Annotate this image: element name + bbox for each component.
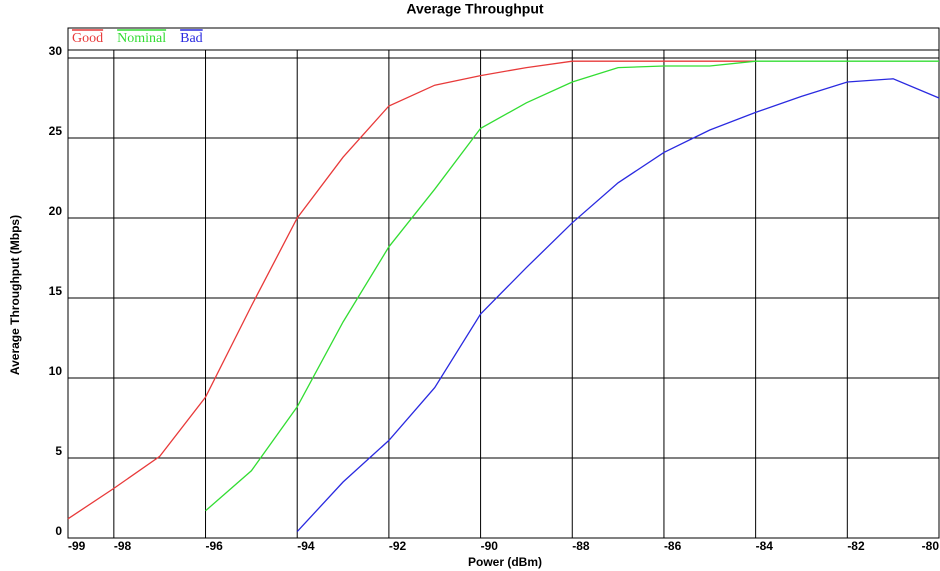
x-axis-label: Power (dBm)	[468, 555, 542, 569]
x-tick-label: -90	[481, 539, 499, 553]
y-tick-label: 0	[55, 524, 62, 538]
x-tick-label: -92	[389, 539, 407, 553]
plot-frame	[67, 49, 940, 539]
y-tick-label: 20	[49, 204, 63, 218]
x-tick-label: -99	[68, 539, 86, 553]
y-tick-label: 15	[49, 284, 63, 298]
x-tick-label: -94	[297, 539, 315, 553]
chart-title: Average Throughput	[406, 1, 543, 17]
legend-label: Nominal	[117, 31, 166, 46]
y-tick-label: 25	[49, 124, 63, 138]
y-tick-label: 30	[49, 44, 63, 58]
x-tick-label: -80	[922, 539, 940, 553]
y-tick-label: 5	[55, 444, 62, 458]
x-tick-label: -96	[206, 539, 224, 553]
x-tick-label: -98	[114, 539, 132, 553]
y-axis-label: Average Throughput (Mbps)	[8, 215, 22, 375]
x-tick-label: -86	[664, 539, 682, 553]
y-tick-label: 10	[49, 364, 63, 378]
legend-label: Bad	[180, 31, 203, 46]
series-line	[67, 60, 756, 520]
x-tick-label: -82	[847, 539, 865, 553]
x-tick-label: -84	[756, 539, 774, 553]
series-line	[296, 78, 940, 533]
x-tick-label: -88	[572, 539, 590, 553]
legend-label: Good	[72, 31, 103, 46]
series-line	[205, 60, 939, 512]
